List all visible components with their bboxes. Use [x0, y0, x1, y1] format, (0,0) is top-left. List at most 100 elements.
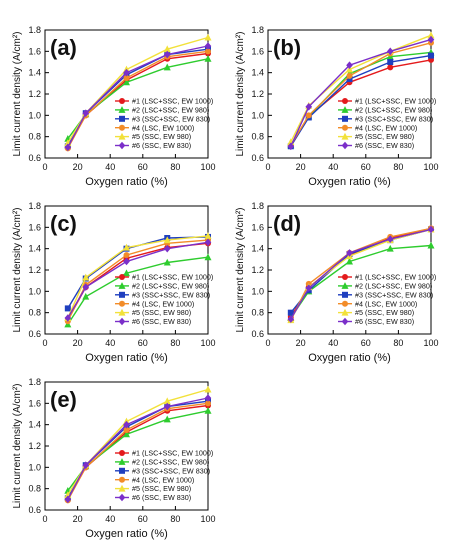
data-point	[387, 64, 394, 71]
y-tick-label: 1.2	[28, 441, 41, 451]
x-tick-label: 40	[328, 338, 338, 348]
legend: #1 (LSC+SSC, EW 1000)#2 (LSC+SSC, EW 980…	[338, 273, 436, 326]
data-point	[82, 109, 90, 117]
data-point	[205, 400, 211, 407]
legend-marker	[342, 274, 348, 280]
x-tick-label: 20	[73, 162, 83, 172]
y-tick-label: 1.4	[28, 68, 41, 78]
legend-marker	[119, 291, 125, 298]
x-tick-label: 100	[200, 162, 215, 172]
data-point	[82, 283, 90, 291]
y-axis-label: Limit current density (A/cm²)	[235, 31, 246, 156]
data-point	[387, 59, 394, 65]
x-tick-label: 40	[105, 162, 115, 172]
series-6	[64, 42, 212, 152]
data-point	[163, 45, 171, 53]
x-tick-label: 100	[423, 338, 438, 348]
data-point	[123, 243, 130, 251]
legend: #1 (LSC+SSC, EW 1000)#2 (LSC+SSC, EW 980…	[115, 449, 213, 502]
x-tick-label: 60	[138, 162, 148, 172]
legend-entry: #3 (SSC+SSC, EW 830)	[132, 114, 210, 123]
legend-entry: #5 (SSC, EW 980)	[355, 132, 414, 141]
legend-marker	[119, 124, 125, 131]
series-6	[64, 394, 212, 504]
data-point	[163, 402, 171, 411]
panel-label: (b)	[273, 35, 301, 60]
data-point	[346, 61, 353, 69]
legend-entry: #6 (SSC, EW 830)	[355, 141, 414, 150]
y-tick-label: 0.8	[28, 308, 41, 318]
x-tick-label: 80	[393, 162, 403, 172]
y-tick-label: 0.6	[28, 505, 41, 515]
data-point	[64, 314, 72, 322]
legend-marker	[118, 132, 126, 140]
x-tick-label: 40	[328, 162, 338, 172]
y-axis-label: Limit current density (A/cm²)	[12, 207, 23, 332]
x-tick-label: 80	[170, 162, 180, 172]
legend-marker	[342, 291, 348, 298]
x-tick-label: 0	[265, 162, 270, 172]
x-axis-label: Oxygen ratio (%)	[308, 352, 391, 364]
legend: #1 (LSC+SSC, EW 1000)#2 (LSC+SSC, EW 980…	[115, 273, 213, 326]
data-point	[204, 232, 212, 239]
y-tick-label: 0.6	[251, 329, 264, 339]
legend-marker	[118, 106, 126, 113]
data-point	[204, 42, 212, 50]
series-5	[64, 232, 212, 321]
data-point	[64, 143, 72, 152]
legend-marker	[342, 124, 348, 131]
data-point	[123, 430, 130, 438]
y-tick-label: 1.8	[28, 25, 41, 35]
legend-marker	[119, 450, 125, 456]
data-point	[428, 52, 434, 59]
series-6	[287, 225, 435, 323]
x-axis-label: Oxygen ratio (%)	[308, 176, 391, 188]
legend-marker	[118, 141, 126, 150]
data-point	[163, 258, 171, 266]
legend-marker	[341, 308, 349, 316]
data-point	[163, 397, 171, 405]
y-tick-label: 1.8	[251, 25, 264, 35]
data-point	[204, 394, 212, 402]
y-tick-label: 1.0	[28, 286, 41, 296]
y-tick-label: 1.4	[251, 68, 264, 78]
legend-marker	[341, 317, 349, 326]
legend-entry: #6 (SSC, EW 830)	[355, 317, 414, 326]
panel-label: (a)	[50, 35, 77, 60]
legend-marker	[118, 317, 126, 326]
legend-marker	[342, 300, 348, 307]
y-axis-label: Limit current density (A/cm²)	[12, 31, 23, 156]
legend-entry: #1 (LSC+SSC, EW 1000)	[132, 449, 213, 458]
legend-entry: #6 (SSC, EW 830)	[132, 141, 191, 150]
chart-panel-c: 0 20 40 60 80 100 0.6 0.8 1.0 1.2 1.4 1.6 1.8 Oxygen …	[12, 201, 216, 364]
y-tick-label: 0.6	[28, 329, 41, 339]
x-tick-label: 80	[170, 514, 180, 524]
x-axis-label: Oxygen ratio (%)	[85, 352, 168, 364]
y-tick-label: 1.8	[28, 201, 41, 211]
legend-marker	[342, 115, 348, 122]
data-point	[64, 305, 71, 312]
data-point	[123, 75, 130, 81]
legend-marker	[341, 132, 349, 140]
legend: #1 (LSC+SSC, EW 1000)#2 (LSC+SSC, EW 980…	[115, 97, 213, 150]
y-tick-label: 1.2	[251, 265, 264, 275]
chart-panel-a: 0 20 40 60 80 100 0.6 0.8 1.0 1.2 1.4 1.6 1.8 Oxygen …	[12, 25, 216, 188]
data-point	[82, 273, 90, 281]
series-6	[287, 35, 435, 151]
legend-entry: #5 (SSC, EW 980)	[132, 132, 191, 141]
y-axis-label: Limit current density (A/cm²)	[235, 207, 246, 332]
data-point	[123, 427, 130, 433]
data-point	[64, 495, 72, 504]
panel-label: (e)	[50, 387, 77, 412]
legend-entry: #5 (SSC, EW 980)	[132, 308, 191, 317]
x-tick-label: 60	[138, 514, 148, 524]
legend-entry: #4 (LSC, EW 1000)	[132, 475, 194, 484]
x-tick-label: 0	[42, 338, 47, 348]
data-point	[346, 257, 353, 265]
data-point	[386, 47, 394, 56]
legend-entry: #3 (SSC+SSC, EW 830)	[355, 114, 433, 123]
legend-marker	[118, 308, 126, 316]
x-tick-label: 100	[200, 514, 215, 524]
data-point	[427, 225, 435, 234]
